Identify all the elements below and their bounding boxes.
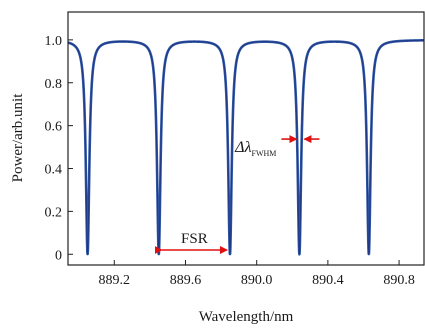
series-layer: [66, 39, 425, 256]
y-tick-label: 1.0: [45, 34, 63, 49]
y-tick-label: 0.4: [45, 163, 63, 178]
x-axis: 889.2 889.6 890.0 890.4 890.8: [99, 260, 415, 288]
x-axis-label: Wavelength/nm: [199, 309, 294, 325]
y-tick-label: 0.8: [45, 77, 63, 92]
annotation-layer: FSR ΔλFWHM: [154, 135, 320, 254]
y-tick-label: 0: [55, 248, 62, 263]
fwhm-label-subscript: FWHM: [252, 149, 277, 158]
x-tick-label: 889.6: [170, 273, 202, 288]
x-tick-label: 890.4: [312, 273, 344, 288]
fwhm-label-symbol: Δλ: [234, 139, 251, 156]
y-axis-label: Power/arb.unit: [10, 93, 26, 183]
y-axis: 0 0.2 0.4 0.6 0.8 1.0: [45, 34, 73, 263]
fsr-label: FSR: [181, 231, 208, 247]
x-tick-label: 890.8: [383, 273, 415, 288]
y-tick-label: 0.2: [45, 205, 63, 220]
spectrum-line-core: [67, 39, 424, 255]
plot-frame: [67, 11, 425, 266]
x-tick-label: 889.2: [99, 273, 131, 288]
x-tick-label: 890.0: [241, 273, 273, 288]
y-tick-label: 0.6: [45, 120, 63, 135]
fwhm-label: ΔλFWHM: [234, 139, 276, 158]
